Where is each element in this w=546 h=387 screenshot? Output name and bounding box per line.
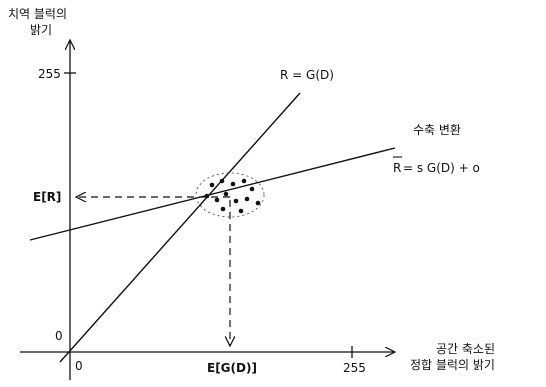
x-mark-label: E[G(D)] [207,361,257,375]
y-mark-label: E[R] [33,190,61,204]
data-point [204,193,210,199]
x-axis-title-line1: 공간 축소된 [436,342,495,356]
data-point [214,197,220,203]
y-axis-title-line2: 밝기 [30,23,52,37]
data-point [244,196,250,202]
contraction-eq-rest: = s G(D) + o [403,161,480,175]
x-axis-title-line2: 정합 블럭의 밝기 [410,358,495,372]
data-point [249,186,255,192]
x-origin-label: 0 [75,359,83,373]
data-point [241,178,247,184]
data-point [223,191,229,197]
contraction-title: 수축 변환 [413,123,461,137]
contraction-eq-r: R [393,161,401,175]
data-cluster-outline [195,172,265,218]
y-tick-255-label: 255 [38,67,61,81]
data-point [230,181,236,187]
data-point [209,182,215,188]
data-point [238,208,244,214]
data-point [220,206,226,212]
identity-line-label: R = G(D) [280,68,334,82]
data-point [255,200,261,206]
data-point [233,198,239,204]
y-origin-label: 0 [55,329,63,343]
data-cluster [204,178,261,214]
identity-line [59,92,301,363]
contraction-line [29,147,396,241]
data-point [219,178,225,184]
x-tick-255-label: 255 [343,361,366,375]
y-axis-title-line1: 치역 블럭의 [8,7,67,21]
